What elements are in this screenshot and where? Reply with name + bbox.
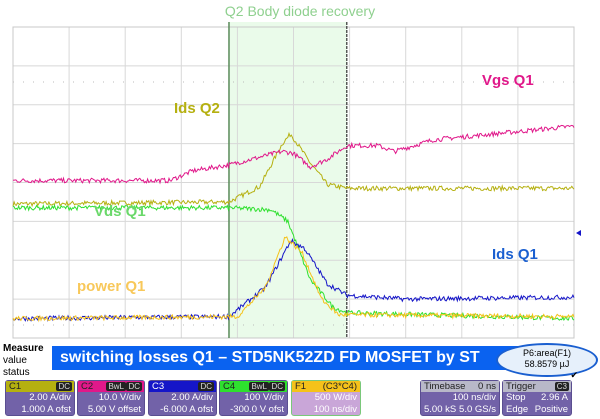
check-icon: ✔ (570, 370, 578, 380)
channel-scale: 2.00 A/div (171, 392, 213, 403)
measure-value-label: value (3, 355, 27, 366)
channel-c1[interactable]: C1 DC 2.00 A/div 1.000 A ofst (5, 380, 75, 416)
measure-panel: Measure value status (3, 343, 44, 379)
channel-offset: -300.0 V ofst (230, 404, 284, 415)
measurement-result[interactable]: P6:area(F1) 58.8579 µJ ✔ (496, 343, 598, 380)
channel-offset: -6.000 A ofst (160, 404, 213, 415)
channel-name: C1 (9, 381, 22, 392)
bandwidth-tag: BwL (106, 382, 126, 391)
function-timescale: 100 ns/div (313, 404, 357, 415)
trigger-panel[interactable]: Trigger C3 Stop 2.96 A Edge Positive (502, 380, 572, 416)
channel-c2[interactable]: C2 BwL DC 10.0 V/div 5.00 V offset (77, 380, 145, 416)
measure-status-label: status (3, 367, 30, 378)
trigger-slope: Positive (534, 404, 568, 415)
channel-scale: 100 V/div (244, 392, 284, 403)
timebase-rate: 5.0 GS/s (459, 404, 496, 415)
trigger-level-marker (576, 230, 581, 237)
function-formula: (C3*C4) (322, 381, 357, 392)
trigger-type: Edge (506, 404, 529, 415)
channel-name: C4 (223, 381, 236, 392)
label-vgs-q1: Vgs Q1 (482, 72, 534, 89)
result-name: P6:area(F1) (522, 348, 572, 358)
highlight-region (228, 22, 347, 338)
trigger-mode: Stop (506, 392, 526, 403)
channel-offset: 5.00 V offset (87, 404, 141, 415)
annotation-banner: switching losses Q1 – STD5NK52ZD FD MOSF… (52, 346, 542, 370)
trace-ids-q2 (12, 131, 575, 208)
timebase-panel[interactable]: Timebase 0 ns 100 ns/div 5.00 kS 5.0 GS/s (420, 380, 500, 416)
channel-scale: 10.0 V/div (98, 392, 141, 403)
channel-name: C2 (81, 381, 94, 392)
channel-c3[interactable]: C3 DC 2.00 A/div -6.000 A ofst (148, 380, 217, 416)
coupling-tag: DC (269, 382, 285, 391)
plot-border (12, 26, 575, 339)
coupling-tag: DC (56, 382, 72, 391)
timebase-scale: 100 ns/div (452, 392, 496, 403)
channel-offset: 1.000 A ofst (21, 404, 71, 415)
trigger-source: C3 (554, 382, 569, 391)
bandwidth-tag: BwL (249, 382, 269, 391)
coupling-tag: DC (198, 382, 214, 391)
trace-power-q1 (12, 236, 575, 323)
trigger-title: Trigger (506, 381, 536, 392)
label-vds-q1: Vds Q1 (94, 203, 146, 220)
trigger-level: 2.96 A (541, 392, 568, 403)
channel-scale: 2.00 A/div (29, 392, 71, 403)
timebase-samples: 5.00 kS (424, 404, 457, 415)
region-title: Q2 Body diode recovery (224, 3, 376, 19)
channel-name: C3 (152, 381, 165, 392)
coupling-tag: DC (126, 382, 142, 391)
label-ids-q1: Ids Q1 (492, 246, 538, 263)
label-ids-q2: Ids Q2 (174, 100, 220, 117)
label-power-q1: power Q1 (77, 278, 146, 295)
waveform-plot (12, 22, 581, 339)
timebase-delay: 0 ns (478, 381, 496, 392)
function-f1[interactable]: F1 (C3*C4) 500 W/div 100 ns/div (291, 380, 361, 416)
function-name: F1 (295, 381, 307, 392)
trace-vgs-q1 (12, 124, 575, 185)
result-value: 58.8579 µJ (524, 359, 570, 369)
function-scale: 500 W/div (314, 392, 357, 403)
measure-title: Measure (3, 343, 44, 354)
timebase-title: Timebase (424, 381, 466, 392)
channel-c4[interactable]: C4 BwL DC 100 V/div -300.0 V ofst (219, 380, 288, 416)
trace-vds-q1 (12, 203, 575, 322)
